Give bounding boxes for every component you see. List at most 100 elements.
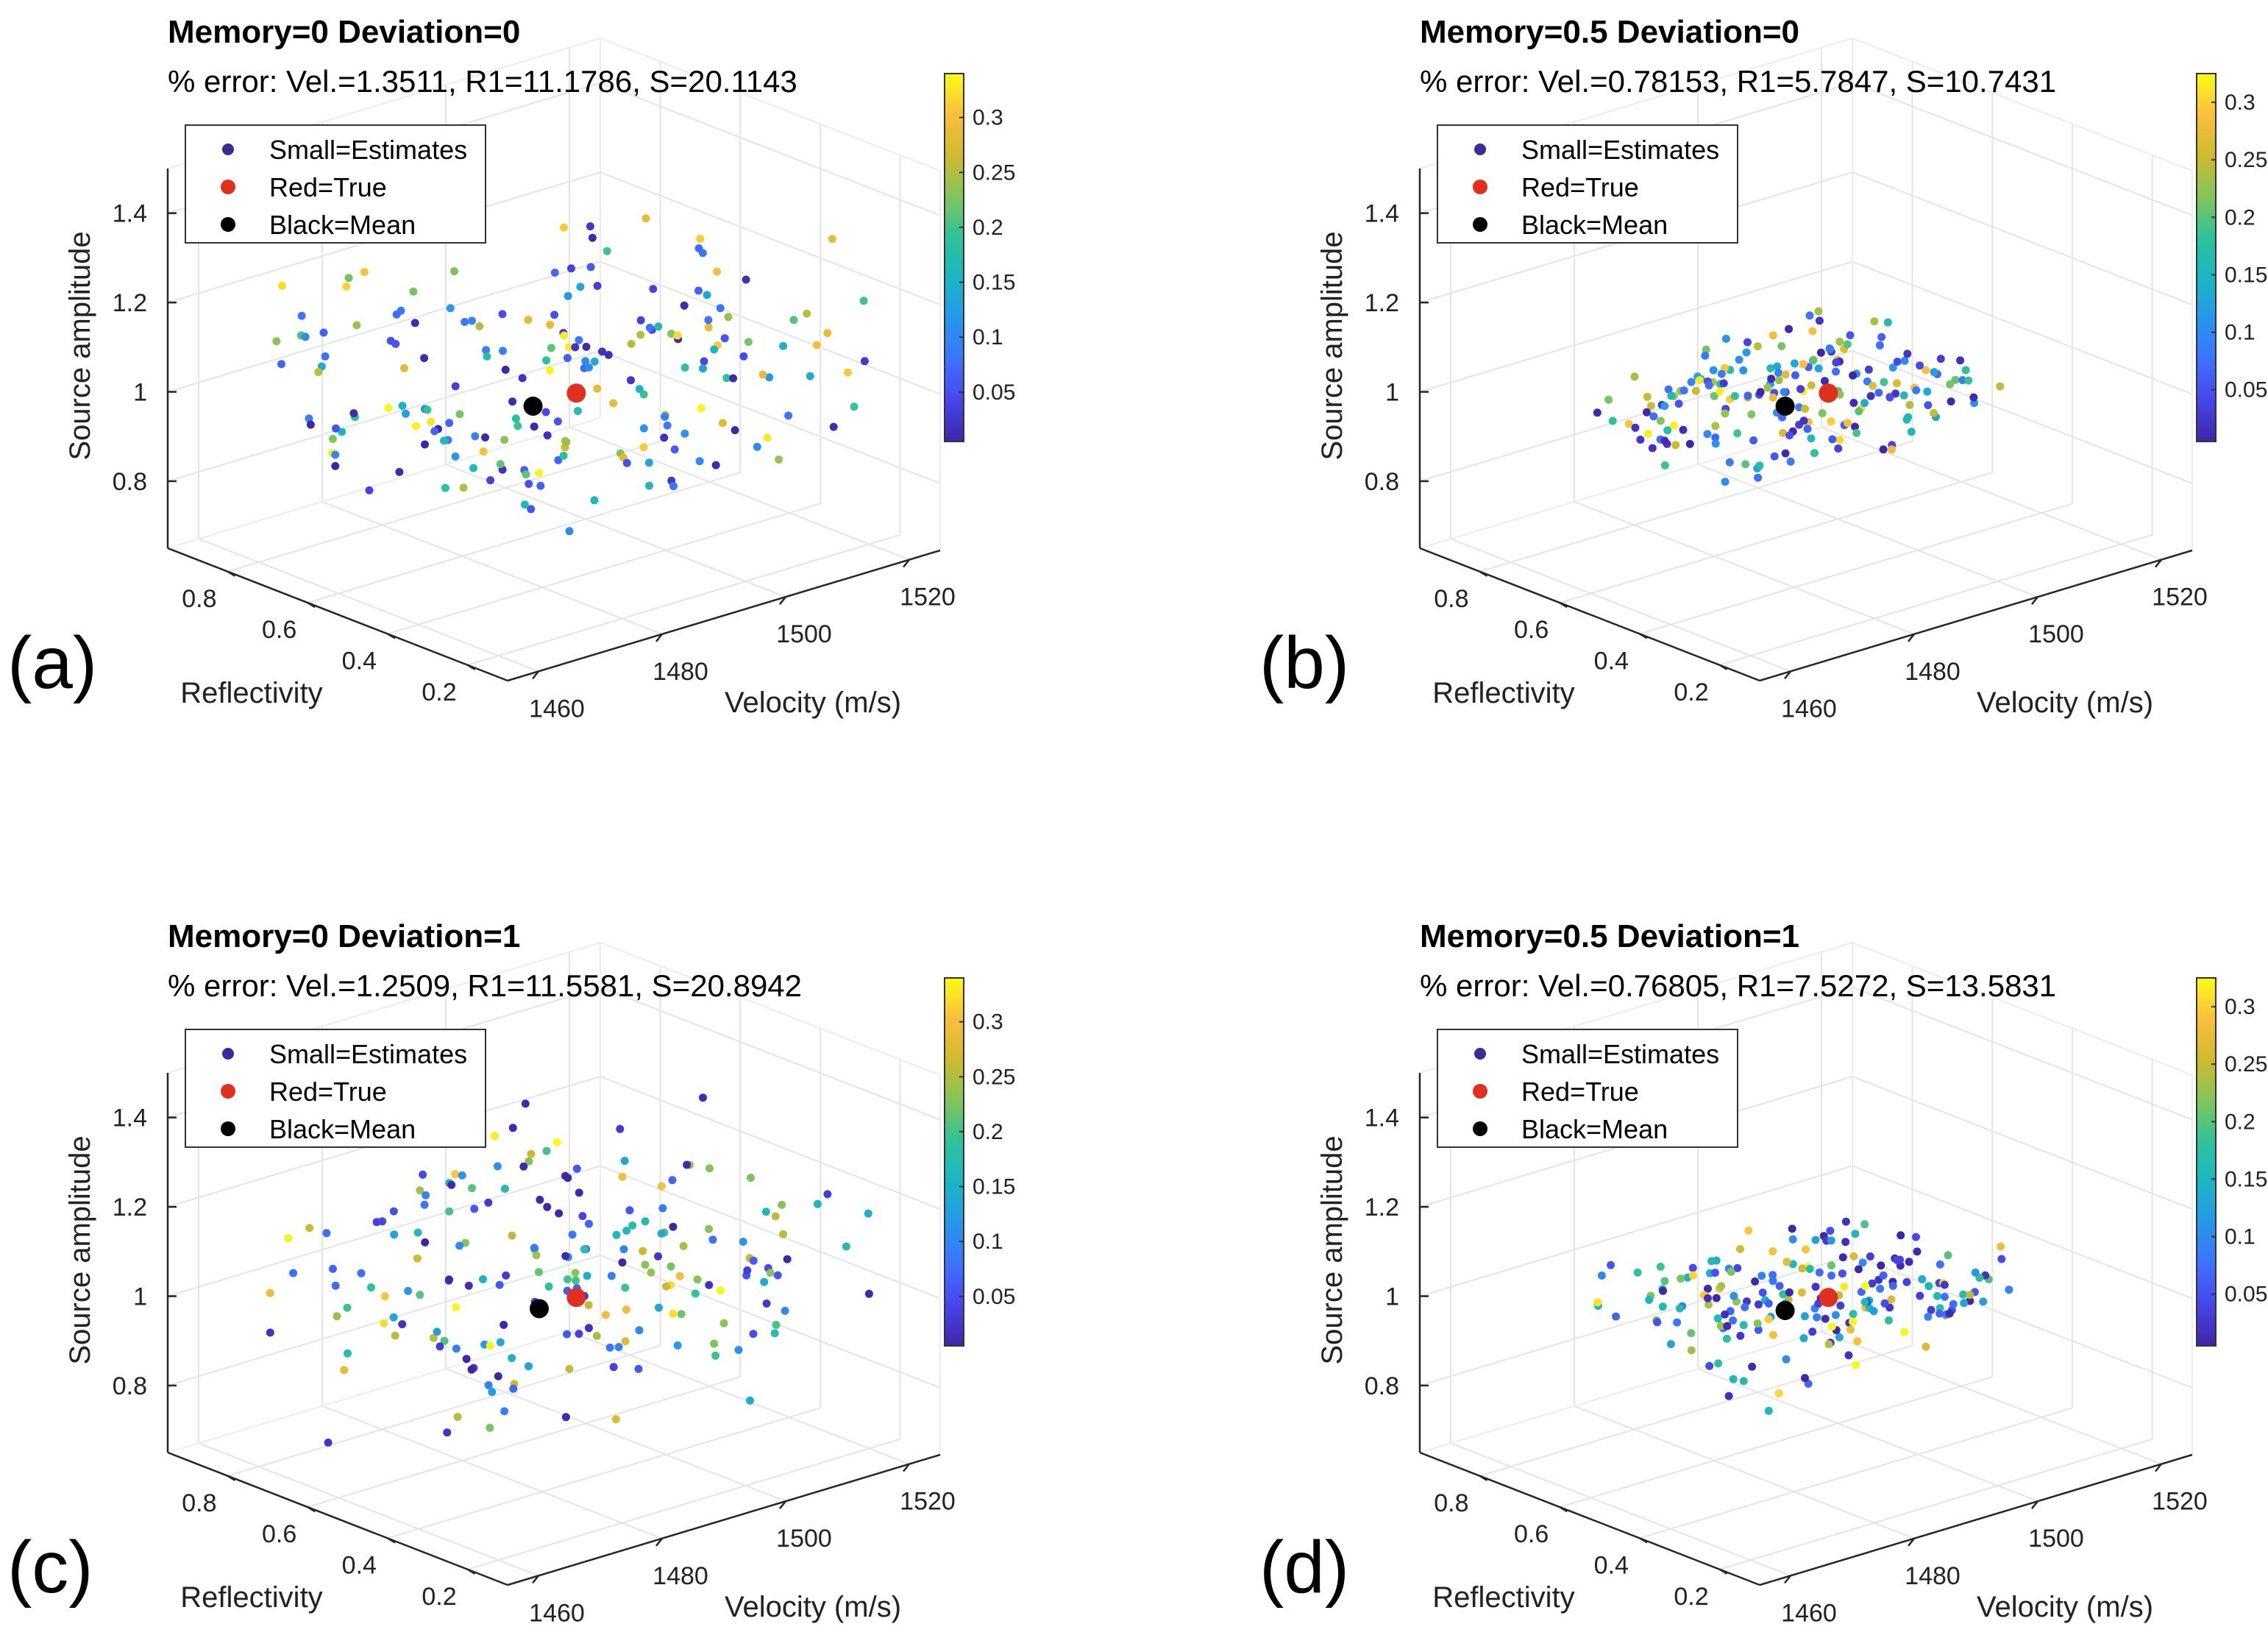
true-point bbox=[1819, 383, 1838, 403]
estimate-point bbox=[1844, 1351, 1853, 1360]
estimate-point bbox=[527, 1149, 536, 1158]
estimate-point bbox=[525, 480, 533, 489]
estimate-point bbox=[554, 455, 563, 464]
estimate-point bbox=[639, 424, 648, 433]
estimate-point bbox=[784, 411, 793, 420]
y-tick-label: 0.6 bbox=[262, 616, 296, 644]
x-tick-label: 1460 bbox=[1781, 1599, 1837, 1627]
estimate-point bbox=[532, 1251, 541, 1260]
estimate-point bbox=[464, 1281, 473, 1290]
estimate-point bbox=[555, 1209, 564, 1218]
estimate-point bbox=[467, 1365, 476, 1374]
estimate-point bbox=[1727, 1267, 1735, 1276]
estimate-point bbox=[657, 1182, 666, 1191]
estimate-point bbox=[1767, 375, 1776, 383]
estimate-point bbox=[668, 1176, 677, 1185]
estimate-point bbox=[1711, 433, 1720, 442]
z-tick-label: 0.8 bbox=[1365, 1372, 1399, 1400]
legend-mean-marker bbox=[221, 1121, 235, 1136]
estimate-point bbox=[441, 483, 449, 492]
estimate-point bbox=[677, 1310, 686, 1319]
estimate-point bbox=[1711, 422, 1720, 430]
y-axis-label: Reflectivity bbox=[1432, 1581, 1574, 1614]
estimate-point bbox=[495, 1280, 504, 1289]
side-grid-line bbox=[600, 350, 941, 484]
estimate-point bbox=[1864, 365, 1873, 374]
estimate-point bbox=[524, 316, 533, 325]
x-axis-label: Velocity (m/s) bbox=[725, 1591, 901, 1623]
box-edge bbox=[167, 1322, 601, 1453]
estimate-point bbox=[486, 1341, 494, 1350]
estimate-point bbox=[1788, 1224, 1796, 1233]
estimate-point bbox=[598, 347, 606, 356]
estimate-point bbox=[1725, 458, 1734, 467]
estimate-point bbox=[500, 1185, 509, 1193]
estimate-point bbox=[1758, 1288, 1767, 1297]
estimate-point bbox=[542, 356, 551, 365]
estimate-point bbox=[1645, 1296, 1654, 1304]
estimate-point bbox=[722, 374, 731, 383]
estimate-point bbox=[1779, 428, 1788, 437]
floor-grid-line bbox=[1697, 1368, 2038, 1503]
estimate-point bbox=[1671, 441, 1680, 450]
x-tick-label: 1460 bbox=[1781, 695, 1837, 723]
estimate-point bbox=[1723, 1322, 1732, 1330]
floor-grid-line bbox=[227, 1344, 661, 1477]
estimate-point bbox=[398, 1320, 407, 1329]
floor-grid-line bbox=[387, 503, 821, 635]
estimate-point bbox=[1781, 370, 1790, 379]
estimate-point bbox=[1799, 416, 1808, 425]
estimate-point bbox=[704, 323, 713, 332]
estimate-point bbox=[618, 1172, 627, 1181]
estimate-point bbox=[568, 1230, 577, 1239]
estimate-point bbox=[1724, 1391, 1733, 1400]
estimate-point bbox=[459, 483, 468, 492]
estimate-point bbox=[710, 1339, 719, 1348]
estimate-point bbox=[484, 1381, 493, 1389]
colorbar-tick-label: 0.3 bbox=[973, 1010, 1003, 1035]
legend-estimates-marker bbox=[1474, 1048, 1486, 1060]
mean-point bbox=[529, 1299, 549, 1319]
estimate-point bbox=[1800, 1312, 1809, 1321]
x-tick-mark bbox=[655, 634, 663, 642]
estimate-point bbox=[513, 422, 522, 430]
estimate-point bbox=[844, 368, 852, 377]
estimate-point bbox=[1597, 1272, 1606, 1280]
estimate-point bbox=[1743, 338, 1752, 347]
estimate-point bbox=[859, 297, 868, 305]
y-tick-mark bbox=[1719, 664, 1728, 670]
estimate-point bbox=[1687, 377, 1696, 386]
estimate-point bbox=[762, 1299, 771, 1308]
estimate-point bbox=[704, 316, 713, 325]
estimate-point bbox=[641, 214, 650, 223]
x-tick-label: 1520 bbox=[900, 1488, 956, 1516]
y-tick-mark bbox=[227, 1475, 236, 1481]
x-tick-mark bbox=[2155, 558, 2162, 568]
y-tick-mark bbox=[467, 1568, 476, 1575]
y-tick-label: 0.6 bbox=[262, 1520, 296, 1548]
z-axis-label: Source amplitude bbox=[1316, 1135, 1348, 1364]
estimate-point bbox=[829, 422, 838, 431]
estimate-point bbox=[277, 360, 285, 369]
estimate-point bbox=[508, 1231, 516, 1240]
floor-grid-line bbox=[307, 472, 741, 604]
estimate-point bbox=[1860, 399, 1869, 408]
estimate-point bbox=[1799, 1334, 1808, 1343]
estimate-point bbox=[661, 412, 669, 421]
estimate-point bbox=[586, 222, 594, 231]
colorbar: 0.05 0.1 0.15 0.2 0.25 0.3 bbox=[944, 73, 1015, 442]
panel-title: Memory=0.5 Deviation=1 bbox=[1420, 918, 1799, 954]
estimate-point bbox=[1782, 1258, 1791, 1266]
estimate-point bbox=[1907, 428, 1916, 436]
estimate-point bbox=[739, 352, 748, 361]
estimate-point bbox=[541, 408, 550, 416]
x-tick-label: 1480 bbox=[1905, 658, 1960, 686]
estimate-point bbox=[1924, 401, 1933, 410]
estimate-point bbox=[616, 1124, 625, 1133]
estimate-point bbox=[583, 1272, 591, 1280]
estimate-point bbox=[1836, 1301, 1845, 1310]
estimate-point bbox=[1879, 1271, 1888, 1280]
estimate-point bbox=[423, 405, 432, 414]
estimate-point bbox=[1918, 1275, 1927, 1283]
